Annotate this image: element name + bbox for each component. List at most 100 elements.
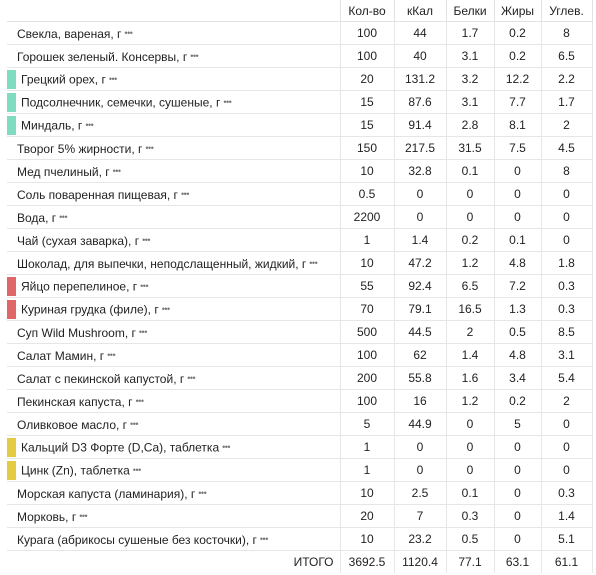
- fat-cell: 4.8: [494, 343, 542, 367]
- table-header-row: Кол-во кКал Белки Жиры Углев.: [7, 0, 593, 22]
- product-cell[interactable]: Пекинская капуста, г •••: [7, 389, 341, 413]
- table-row[interactable]: Подсолнечник, семечки, сушеные, г ••• 15 87…: [7, 90, 593, 114]
- more-options-icon[interactable]: •••: [223, 97, 232, 107]
- product-name: Кальций D3 Форте (D,Ca), таблетка: [21, 440, 220, 454]
- protein-cell: 2: [446, 320, 495, 344]
- table-row[interactable]: Яйцо перепелиное, г ••• 55 92.4 6.5 7.2 0.3: [7, 274, 593, 298]
- table-row[interactable]: Кальций D3 Форте (D,Ca), таблетка ••• 1 0 0 0…: [7, 435, 593, 459]
- more-options-icon[interactable]: •••: [135, 396, 144, 407]
- quantity-cell: 100: [340, 44, 395, 68]
- more-options-icon[interactable]: •••: [161, 304, 170, 314]
- carbs-cell: 1.8: [541, 251, 593, 275]
- quantity-cell: 20: [340, 504, 395, 528]
- more-options-icon[interactable]: •••: [112, 166, 121, 177]
- category-color-marker: [7, 437, 16, 457]
- fat-cell: 7.5: [494, 136, 542, 160]
- table-row[interactable]: Вода, г ••• 2200 0 0 0 0: [7, 205, 593, 229]
- kcal-cell: 44: [394, 21, 447, 45]
- product-cell[interactable]: Цинк (Zn), таблетка •••: [7, 458, 341, 482]
- quantity-cell: 100: [340, 343, 395, 367]
- total-kcal: 1120.4: [394, 550, 447, 573]
- protein-cell: 0: [446, 412, 495, 436]
- table-row[interactable]: Свекла, вареная, г ••• 100 44 1.7 0.2 8: [7, 21, 593, 45]
- table-row[interactable]: Салат с пекинской капустой, г ••• 200 55.8 1…: [7, 366, 593, 390]
- product-cell[interactable]: Чай (сухая заварка), г •••: [7, 228, 341, 252]
- fat-cell: 0.2: [494, 21, 542, 45]
- protein-cell: 0.1: [446, 159, 495, 183]
- table-row[interactable]: Суп Wild Mushroom, г ••• 500 44.5 2 0.5 8.5: [7, 320, 593, 344]
- protein-cell: 1.2: [446, 251, 495, 275]
- kcal-cell: 32.8: [394, 159, 447, 183]
- more-options-icon[interactable]: •••: [107, 350, 116, 361]
- more-options-icon[interactable]: •••: [145, 143, 154, 154]
- table-row[interactable]: Творог 5% жирности, г ••• 150 217.5 31.5 7.5 4…: [7, 136, 593, 160]
- product-cell[interactable]: Соль поваренная пищевая, г •••: [7, 182, 341, 206]
- more-options-icon[interactable]: •••: [180, 189, 189, 200]
- carbs-cell: 1.4: [541, 504, 593, 528]
- more-options-icon[interactable]: •••: [140, 281, 149, 291]
- quantity-cell: 10: [340, 527, 395, 551]
- table-row[interactable]: Курага (абрикосы сушеные без косточки), …: [7, 527, 593, 551]
- more-options-icon[interactable]: •••: [132, 465, 141, 475]
- more-options-icon[interactable]: •••: [142, 235, 151, 246]
- category-color-marker: [7, 299, 16, 319]
- product-cell[interactable]: Салат с пекинской капустой, г •••: [7, 366, 341, 390]
- product-cell[interactable]: Морковь, г •••: [7, 504, 341, 528]
- product-name: Миндаль, г: [21, 118, 83, 132]
- more-options-icon[interactable]: •••: [59, 212, 68, 223]
- table-row[interactable]: Цинк (Zn), таблетка ••• 1 0 0 0 0: [7, 458, 593, 482]
- table-row[interactable]: Оливковое масло, г ••• 5 44.9 0 5 0: [7, 412, 593, 436]
- more-options-icon[interactable]: •••: [222, 442, 231, 452]
- table-row[interactable]: Салат Мамин, г ••• 100 62 1.4 4.8 3.1: [7, 343, 593, 367]
- table-row[interactable]: Морская капуста (ламинария), г ••• 10 2.5 0.…: [7, 481, 593, 505]
- fat-cell: 0: [494, 182, 542, 206]
- product-cell[interactable]: Яйцо перепелиное, г •••: [7, 274, 341, 298]
- more-options-icon[interactable]: •••: [79, 511, 88, 522]
- quantity-cell: 1: [340, 228, 395, 252]
- category-color-marker: [7, 115, 16, 135]
- product-cell[interactable]: Горошек зеленый. Консервы, г •••: [7, 44, 341, 68]
- table-row[interactable]: Шоколад, для выпечки, неподслащенный, жи…: [7, 251, 593, 275]
- more-options-icon[interactable]: •••: [309, 258, 318, 269]
- product-cell[interactable]: Вода, г •••: [7, 205, 341, 229]
- more-options-icon[interactable]: •••: [130, 419, 138, 430]
- more-options-icon[interactable]: •••: [259, 534, 268, 545]
- table-row[interactable]: Миндаль, г ••• 15 91.4 2.8 8.1 2: [7, 113, 593, 137]
- table-row[interactable]: Мед пчелиный, г ••• 10 32.8 0.1 0 8: [7, 159, 593, 183]
- product-cell[interactable]: Шоколад, для выпечки, неподслащенный, жи…: [7, 251, 341, 275]
- table-row[interactable]: Горошек зеленый. Консервы, г ••• 100 40 3.1 0…: [7, 44, 593, 68]
- more-options-icon[interactable]: •••: [190, 51, 199, 62]
- product-cell[interactable]: Грецкий орех, г •••: [7, 67, 341, 91]
- more-options-icon[interactable]: •••: [85, 120, 94, 130]
- product-cell[interactable]: Суп Wild Mushroom, г •••: [7, 320, 341, 344]
- table-row[interactable]: Соль поваренная пищевая, г ••• 0.5 0 0 0 0: [7, 182, 593, 206]
- more-options-icon[interactable]: •••: [187, 373, 196, 384]
- more-options-icon[interactable]: •••: [124, 28, 133, 39]
- header-quantity: Кол-во: [340, 0, 395, 22]
- product-name: Шоколад, для выпечки, неподслащенный, жи…: [17, 256, 307, 271]
- more-options-icon[interactable]: •••: [108, 74, 117, 84]
- more-options-icon[interactable]: •••: [198, 488, 207, 499]
- quantity-cell: 55: [340, 274, 395, 298]
- product-cell[interactable]: Миндаль, г •••: [7, 113, 341, 137]
- table-row[interactable]: Морковь, г ••• 20 7 0.3 0 1.4: [7, 504, 593, 528]
- fat-cell: 0.2: [494, 44, 542, 68]
- product-cell[interactable]: Подсолнечник, семечки, сушеные, г •••: [7, 90, 341, 114]
- product-cell[interactable]: Кальций D3 Форте (D,Ca), таблетка •••: [7, 435, 341, 459]
- more-options-icon[interactable]: •••: [138, 327, 147, 338]
- product-cell[interactable]: Салат Мамин, г •••: [7, 343, 341, 367]
- total-row: ИТОГО 3692.5 1120.4 77.1 63.1 61.1: [7, 550, 593, 573]
- product-cell[interactable]: Оливковое масло, г •••: [7, 412, 341, 436]
- product-cell[interactable]: Морская капуста (ламинария), г •••: [7, 481, 341, 505]
- protein-cell: 16.5: [446, 297, 495, 321]
- product-name: Творог 5% жирности, г: [17, 141, 143, 156]
- product-cell[interactable]: Куриная грудка (филе), г •••: [7, 297, 341, 321]
- table-row[interactable]: Грецкий орех, г ••• 20 131.2 3.2 12.2 2.2: [7, 67, 593, 91]
- table-row[interactable]: Пекинская капуста, г ••• 100 16 1.2 0.2 2: [7, 389, 593, 413]
- table-row[interactable]: Чай (сухая заварка), г ••• 1 1.4 0.2 0.1 0: [7, 228, 593, 252]
- product-cell[interactable]: Творог 5% жирности, г •••: [7, 136, 341, 160]
- table-row[interactable]: Куриная грудка (филе), г ••• 70 79.1 16.5 1.3…: [7, 297, 593, 321]
- product-cell[interactable]: Свекла, вареная, г •••: [7, 21, 341, 45]
- product-cell[interactable]: Курага (абрикосы сушеные без косточки), …: [7, 527, 341, 551]
- product-cell[interactable]: Мед пчелиный, г •••: [7, 159, 341, 183]
